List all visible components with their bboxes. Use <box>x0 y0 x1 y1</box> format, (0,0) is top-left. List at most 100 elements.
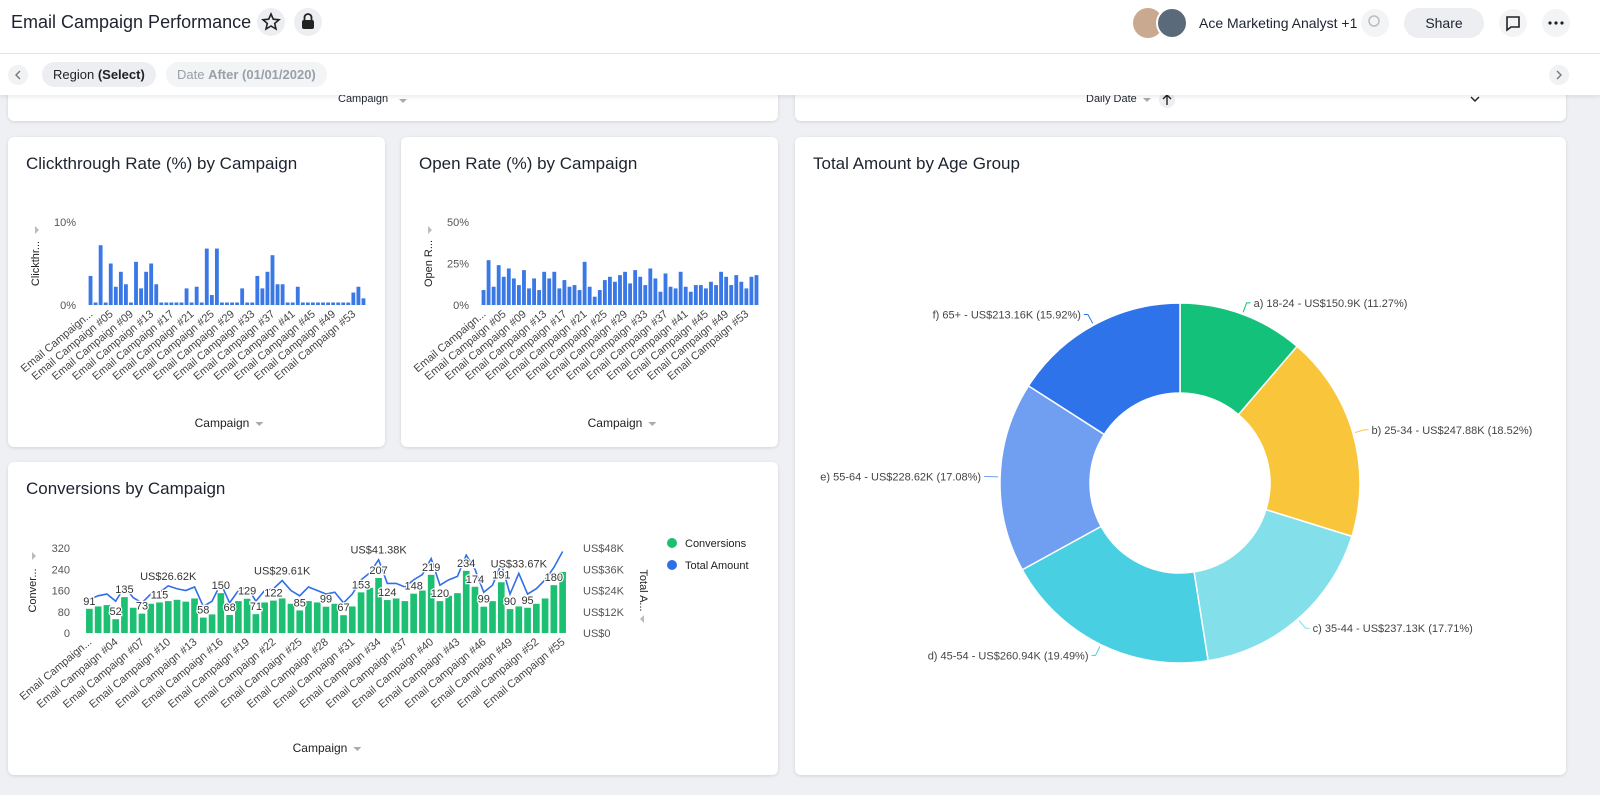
y-tick-label: 50% <box>447 217 469 229</box>
bar <box>541 598 549 633</box>
y-tick-label: US$36K <box>583 564 625 576</box>
bar <box>217 593 225 633</box>
bar <box>653 278 658 305</box>
bar <box>296 610 304 633</box>
bar <box>331 603 339 633</box>
bar <box>94 606 102 633</box>
share-button[interactable]: Share <box>1404 8 1484 38</box>
chart-card: Clickthrough Rate (%) by Campaign 0% 10% E… <box>8 137 385 447</box>
bar <box>714 285 718 305</box>
favorite-button[interactable] <box>257 8 285 36</box>
comment-button[interactable] <box>1499 9 1527 37</box>
chart: 0%25%50%Email Campaign...Email Campaign … <box>412 217 759 430</box>
bar <box>613 281 617 305</box>
data-label: 52 <box>110 606 122 618</box>
bar <box>220 302 224 305</box>
bar <box>351 292 356 305</box>
scroll-right[interactable] <box>1548 64 1570 86</box>
bar <box>638 276 643 305</box>
filter-chip[interactable]: Date After (01/01/2020) <box>166 62 327 87</box>
slice-label: c) 35-44 - US$237.13K (17.71%) <box>1313 623 1473 635</box>
bar <box>628 283 633 305</box>
bar <box>567 286 572 305</box>
bar <box>169 302 174 305</box>
filter-chip[interactable]: Region (Select) <box>42 62 156 87</box>
scroll-left[interactable] <box>7 64 29 86</box>
bar <box>471 586 479 633</box>
bar <box>121 597 128 633</box>
bar <box>623 271 627 305</box>
bar <box>139 288 143 305</box>
bar <box>489 601 496 633</box>
bar <box>265 271 270 305</box>
bar <box>280 284 285 305</box>
slice <box>1027 302 1181 436</box>
bar <box>658 291 663 305</box>
data-label: 191 <box>492 569 510 581</box>
chart: a) 18-24 - US$150.9K (11.27%) b) 25-34 - … <box>820 298 1532 664</box>
bar <box>480 606 488 633</box>
y-axis-label: Conver... <box>27 568 39 612</box>
bar <box>522 270 526 305</box>
bar <box>427 574 435 633</box>
bar <box>501 276 506 305</box>
bar <box>164 601 172 633</box>
bar <box>754 275 759 305</box>
bar <box>572 285 577 305</box>
bar <box>506 268 511 305</box>
data-label: 95 <box>521 595 533 607</box>
bar <box>331 302 336 305</box>
data-label: 153 <box>352 579 370 591</box>
slice-label: d) 45-54 - US$260.94K (19.49%) <box>928 650 1089 662</box>
bar <box>243 598 251 633</box>
bar <box>278 598 286 633</box>
bar <box>602 280 607 305</box>
bar <box>663 273 668 305</box>
slice-label: b) 25-34 - US$247.88K (18.52%) <box>1371 425 1532 437</box>
bar <box>515 606 523 633</box>
chevron[interactable] <box>398 97 408 105</box>
bar <box>226 614 233 633</box>
bar <box>462 570 470 633</box>
button-bg <box>1361 9 1389 37</box>
x-axis-chevron[interactable] <box>353 747 362 751</box>
bar <box>419 590 426 633</box>
bar <box>103 605 111 633</box>
bar <box>552 271 557 305</box>
bar <box>516 285 521 305</box>
data-label: 85 <box>294 597 306 609</box>
comment-icon <box>1506 16 1520 32</box>
bar <box>138 613 146 633</box>
bar <box>592 296 597 305</box>
filter-name: Date <box>177 67 205 82</box>
data-label: 150 <box>212 580 230 592</box>
bar <box>235 302 240 305</box>
bar <box>208 614 216 633</box>
x-axis-chevron[interactable] <box>648 422 657 426</box>
y2-axis-label: Total A... <box>637 569 649 611</box>
bar <box>719 271 724 305</box>
y-tick-label: 0 <box>64 628 70 640</box>
bar <box>191 598 198 633</box>
x-axis-chevron[interactable] <box>255 422 264 426</box>
bar <box>305 601 312 633</box>
bar <box>287 603 295 633</box>
insight-button[interactable] <box>1360 8 1390 38</box>
data-label: 124 <box>378 587 396 599</box>
data-label: 67 <box>337 602 349 614</box>
bar <box>587 286 592 305</box>
y-tick-label: US$0 <box>583 628 611 640</box>
bar <box>346 302 351 305</box>
bar <box>557 288 562 305</box>
data-label: 90 <box>504 596 516 608</box>
slice <box>1237 345 1361 538</box>
dot <box>1560 21 1564 25</box>
bar <box>357 592 365 633</box>
slice-label: e) 55-64 - US$228.62K (17.08%) <box>820 472 981 484</box>
bar <box>559 571 566 633</box>
bar <box>392 598 400 633</box>
bar <box>225 302 229 305</box>
title-icons <box>257 8 322 36</box>
line <box>89 551 564 608</box>
bar <box>134 261 138 305</box>
